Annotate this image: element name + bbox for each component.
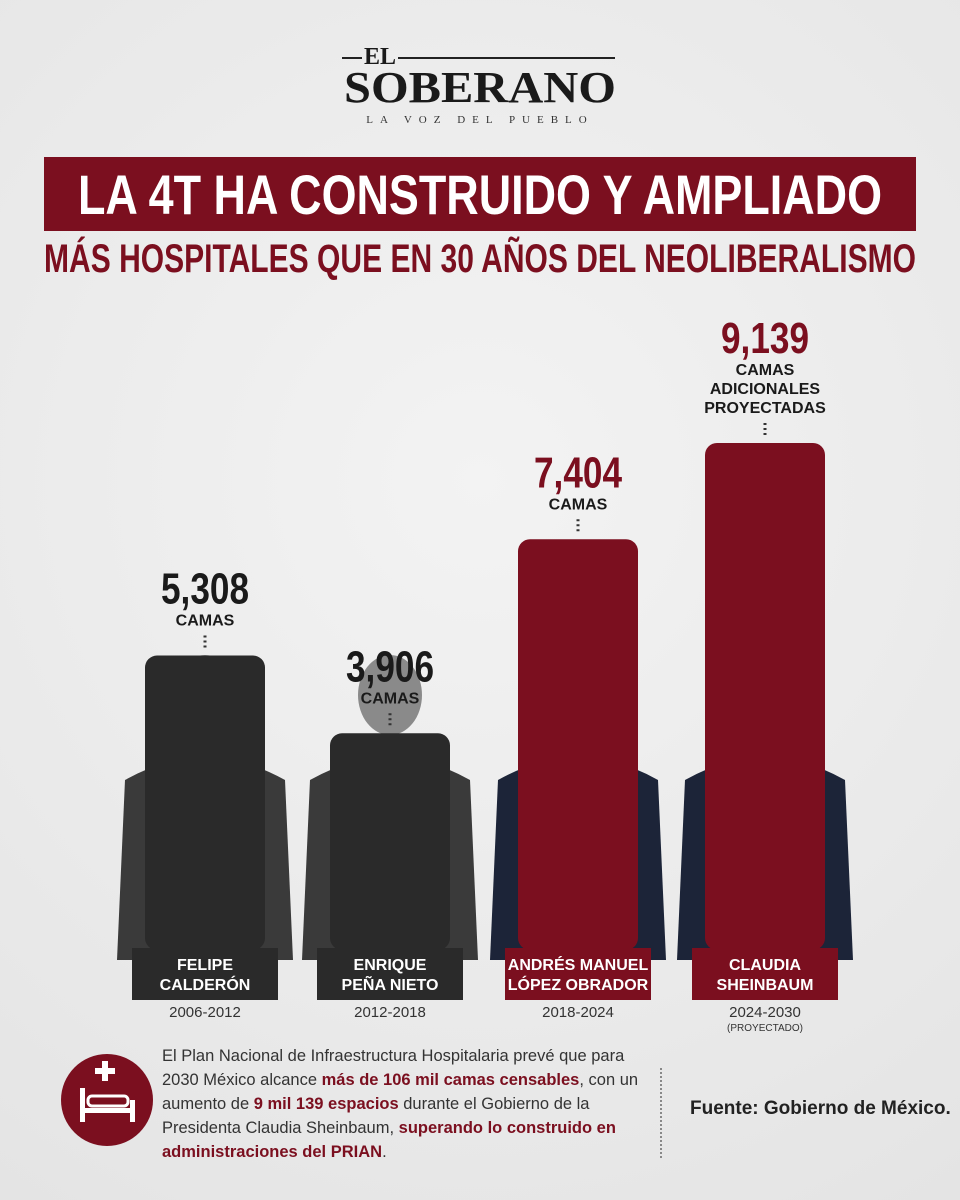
bed-icon — [61, 1054, 153, 1146]
name-box — [692, 948, 838, 1000]
name-label: ENRIQUE — [354, 957, 427, 974]
source: Fuente: Gobierno de México. — [690, 1098, 951, 1119]
head — [358, 655, 422, 735]
logo-tagline: LA VOZ DEL PUEBLO — [366, 114, 593, 126]
logo-name: SOBERANO — [344, 63, 616, 112]
title-banner — [44, 157, 916, 231]
subtitle: MÁS HOSPITALES QUE EN 30 AÑOS DEL NEOLIB… — [44, 235, 916, 281]
emphasis: más de 106 mil camas censables — [321, 1071, 580, 1089]
value-label: 7,404 — [534, 448, 622, 497]
period-note: (PROYECTADO) — [727, 1023, 803, 1034]
emphasis: superando lo construido en administracio… — [162, 1119, 616, 1161]
emphasis: 9 mil 139 espacios — [253, 1095, 399, 1113]
text: , con un aumento de — [162, 1071, 639, 1113]
unit-label: ADICIONALES — [710, 381, 821, 398]
unit-label: CAMAS — [736, 362, 795, 379]
unit-label: CAMAS — [549, 496, 608, 513]
text: . — [382, 1143, 387, 1161]
name-label: CALDERÓN — [160, 975, 251, 994]
unit-label: PROYECTADAS — [704, 400, 826, 417]
bar — [518, 539, 638, 950]
name-label: LÓPEZ OBRADOR — [508, 975, 649, 994]
period-label: 2006-2012 — [169, 1004, 241, 1021]
name-label: SHEINBAUM — [717, 977, 814, 994]
text: El Plan Nacional de Infraestructura Hosp… — [162, 1047, 625, 1089]
name-box — [505, 948, 651, 1000]
period-label: 2024-2030 — [729, 1004, 801, 1021]
name-label: PEÑA NIETO — [342, 974, 439, 994]
name-label: ANDRÉS MANUEL — [508, 955, 649, 974]
logo-top: EL — [364, 44, 396, 70]
name-box — [132, 948, 278, 1000]
name-box — [317, 948, 463, 1000]
bar — [145, 655, 265, 950]
period-label: 2018-2024 — [542, 1004, 614, 1021]
value-label: 5,308 — [161, 565, 249, 614]
period-label: 2012-2018 — [354, 1004, 426, 1021]
text: durante el Gobierno de la Presidenta Cla… — [162, 1095, 590, 1137]
footer-text: El Plan Nacional de Infraestructura Hosp… — [162, 1044, 642, 1164]
divider — [660, 1068, 662, 1158]
unit-label: CAMAS — [176, 613, 235, 630]
bar — [330, 733, 450, 950]
bar — [705, 443, 825, 950]
value-label: 9,139 — [721, 314, 809, 363]
value-label: 3,906 — [346, 642, 434, 691]
title: LA 4T HA CONSTRUIDO Y AMPLIADO — [78, 163, 882, 226]
name-label: CLAUDIA — [729, 957, 801, 974]
unit-label: CAMAS — [361, 690, 420, 707]
name-label: FELIPE — [177, 957, 233, 974]
